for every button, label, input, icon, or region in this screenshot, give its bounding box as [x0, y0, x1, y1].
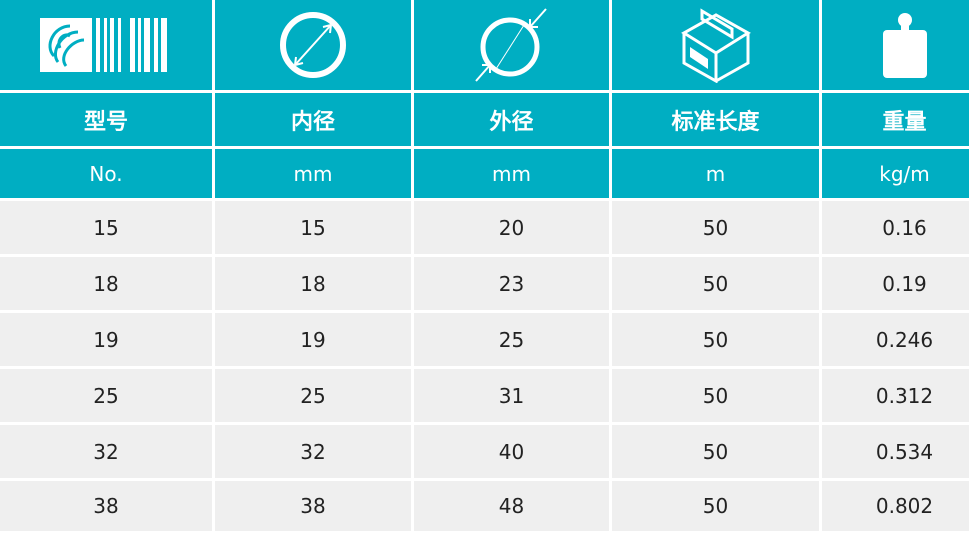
icon-cell: [414, 0, 609, 93]
table-cell: 0.246: [822, 313, 969, 369]
icon-cell: [0, 0, 212, 93]
table-cell: 25: [215, 369, 411, 425]
table-cell: 25: [414, 313, 609, 369]
table-cell: 40: [414, 425, 609, 481]
weight-icon: [882, 13, 927, 78]
table-cell: 0.312: [822, 369, 969, 425]
table-cell: 48: [414, 481, 609, 531]
table-cell: 50: [612, 425, 819, 481]
header-inner-diameter: 内径: [215, 93, 411, 149]
table-row: 19 19 25 50 0.246: [0, 313, 969, 369]
unit-cell: mm: [414, 149, 609, 201]
table-cell: 32: [215, 425, 411, 481]
icon-cell: [612, 0, 819, 93]
table-cell: 50: [612, 481, 819, 531]
header-model: 型号: [0, 93, 212, 149]
header-outer-diameter: 外径: [414, 93, 609, 149]
table-cell: 18: [0, 257, 212, 313]
header-standard-length: 标准长度: [612, 93, 819, 149]
table-cell: 50: [612, 369, 819, 425]
table-cell: 20: [414, 201, 609, 257]
unit-cell: m: [612, 149, 819, 201]
icon-cell: [822, 0, 969, 93]
table-cell: 19: [0, 313, 212, 369]
unit-cell: mm: [215, 149, 411, 201]
box-length-icon: [680, 8, 751, 83]
outer-diameter-icon: [474, 8, 547, 82]
table-row: 32 32 40 50 0.534: [0, 425, 969, 481]
table-cell: 15: [0, 201, 212, 257]
table-row: 15 15 20 50 0.16: [0, 201, 969, 257]
table-cell: 19: [215, 313, 411, 369]
table-cell: 18: [215, 257, 411, 313]
table-cell: 31: [414, 369, 609, 425]
table-cell: 0.802: [822, 481, 969, 531]
table-cell: 23: [414, 257, 609, 313]
unit-cell: kg/m: [822, 149, 969, 201]
table-row: 38 38 48 50 0.802: [0, 481, 969, 531]
table-cell: 0.534: [822, 425, 969, 481]
icon-cell: [215, 0, 411, 93]
table-cell: 32: [0, 425, 212, 481]
inner-diameter-icon: [280, 12, 346, 78]
table-cell: 25: [0, 369, 212, 425]
header-weight: 重量: [822, 93, 969, 149]
table-cell: 38: [215, 481, 411, 531]
table-row: 25 25 31 50 0.312: [0, 369, 969, 425]
table-cell: 0.16: [822, 201, 969, 257]
table-cell: 0.19: [822, 257, 969, 313]
table-cell: 50: [612, 257, 819, 313]
unit-cell: No.: [0, 149, 212, 201]
table-cell: 50: [612, 201, 819, 257]
barcode-logo-icon: [40, 18, 167, 72]
table-cell: 50: [612, 313, 819, 369]
table-cell: 38: [0, 481, 212, 531]
table-row: 18 18 23 50 0.19: [0, 257, 969, 313]
table-cell: 15: [215, 201, 411, 257]
